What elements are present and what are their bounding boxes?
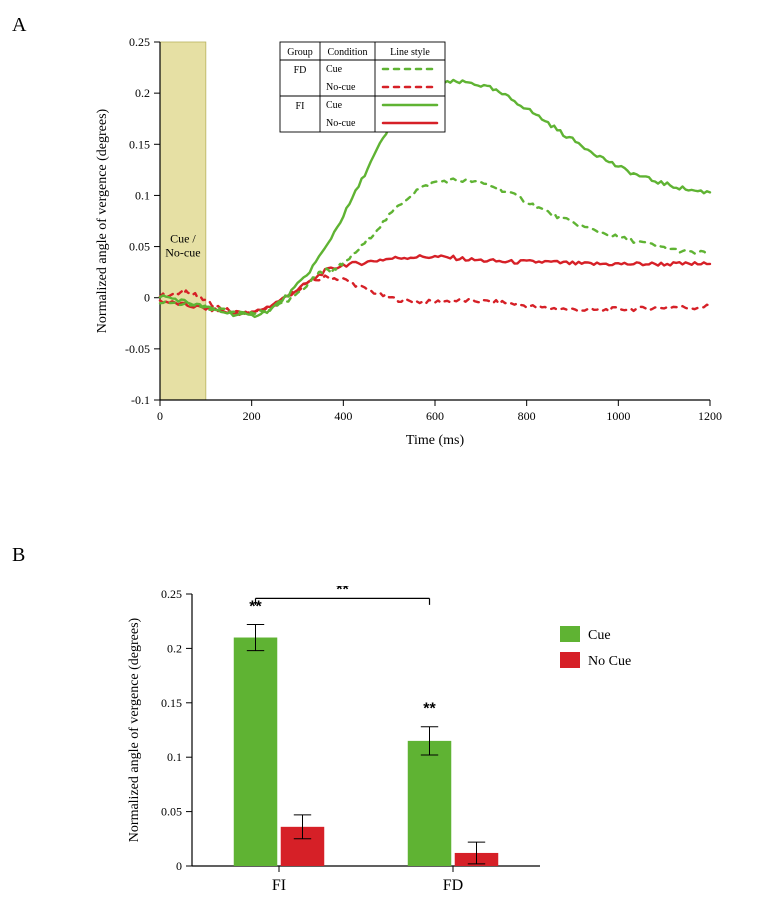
panel-label-a: A xyxy=(12,14,26,37)
svg-text:Time (ms): Time (ms) xyxy=(406,433,465,448)
svg-text:0.15: 0.15 xyxy=(129,137,150,151)
svg-text:Line style: Line style xyxy=(390,47,430,58)
svg-text:Condition: Condition xyxy=(327,47,367,58)
svg-text:No Cue: No Cue xyxy=(588,654,631,669)
svg-text:0.25: 0.25 xyxy=(129,35,150,49)
svg-text:**: ** xyxy=(336,586,349,598)
svg-text:Group: Group xyxy=(287,47,313,58)
svg-text:Cue: Cue xyxy=(326,100,343,111)
svg-text:0.2: 0.2 xyxy=(135,86,150,100)
svg-text:FI: FI xyxy=(272,877,286,894)
svg-text:Cue: Cue xyxy=(588,628,611,643)
svg-text:No-cue: No-cue xyxy=(326,82,356,93)
svg-text:0: 0 xyxy=(144,291,150,305)
svg-text:-0.1: -0.1 xyxy=(131,393,150,407)
svg-text:400: 400 xyxy=(334,409,352,423)
svg-text:Cue /: Cue / xyxy=(170,232,196,246)
svg-text:Cue: Cue xyxy=(326,64,343,75)
svg-text:800: 800 xyxy=(518,409,536,423)
svg-text:0.1: 0.1 xyxy=(167,750,182,764)
svg-text:200: 200 xyxy=(243,409,261,423)
bar-chart-vergence: 0 0.05 0.1 0.15 0.2 0.25 Normalized angle of v… xyxy=(120,586,680,906)
svg-text:-0.05: -0.05 xyxy=(125,342,150,356)
svg-text:**: ** xyxy=(423,701,436,718)
panel-label-b: B xyxy=(12,544,25,567)
line-chart-vergence-time: Cue /No-cue-0.1-0.0500.050.10.150.20.250… xyxy=(90,30,730,450)
svg-text:FI: FI xyxy=(296,101,305,112)
svg-text:1200: 1200 xyxy=(698,409,722,423)
svg-text:0.15: 0.15 xyxy=(161,696,182,710)
svg-text:FD: FD xyxy=(294,65,307,76)
svg-text:0.2: 0.2 xyxy=(167,641,182,655)
svg-text:FD: FD xyxy=(443,877,463,894)
svg-text:0.05: 0.05 xyxy=(129,240,150,254)
svg-text:No-cue: No-cue xyxy=(326,118,356,129)
svg-text:No-cue: No-cue xyxy=(165,246,200,260)
svg-text:0.05: 0.05 xyxy=(161,805,182,819)
svg-text:0.1: 0.1 xyxy=(135,188,150,202)
svg-text:Normalized angle of vergence (: Normalized angle of vergence (degrees) xyxy=(127,617,142,842)
svg-text:0: 0 xyxy=(176,859,182,873)
svg-text:0: 0 xyxy=(157,409,163,423)
svg-text:Normalized angle of vergence (: Normalized angle of vergence (degrees) xyxy=(95,108,110,333)
svg-text:1000: 1000 xyxy=(606,409,630,423)
svg-text:0.25: 0.25 xyxy=(161,587,182,601)
svg-text:600: 600 xyxy=(426,409,444,423)
